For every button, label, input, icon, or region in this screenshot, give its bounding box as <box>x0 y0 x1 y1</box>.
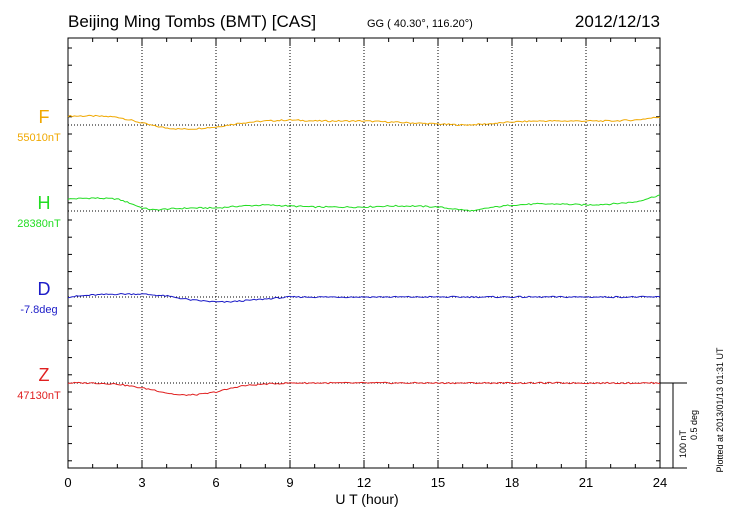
x-tick-label: 24 <box>653 475 667 490</box>
baseline-value-d: -7.8deg <box>20 304 57 316</box>
date-label: 2012/12/13 <box>575 12 660 31</box>
series-trace-d <box>67 292 661 303</box>
baseline-value-z: 47130nT <box>17 390 61 402</box>
component-letter-z: Z <box>39 365 50 385</box>
x-tick-labels: 0 3 6 9 12 15 18 21 24 <box>64 475 667 490</box>
x-tick-label: 12 <box>357 475 371 490</box>
x-tick-label: 3 <box>138 475 145 490</box>
baseline-value-h: 28380nT <box>17 218 61 230</box>
component-letter-f: F <box>39 107 50 127</box>
series-layer <box>67 114 661 397</box>
x-tick-label: 0 <box>64 475 71 490</box>
axis-ticks <box>67 38 661 468</box>
grid-layer <box>141 38 587 468</box>
x-axis-label: U T (hour) <box>335 491 398 507</box>
series-trace-f <box>67 114 661 130</box>
plot-frame <box>67 37 661 469</box>
station-title: Beijing Ming Tombs (BMT) [CAS] <box>68 12 316 31</box>
component-letter-h: H <box>38 193 51 213</box>
scale-bar: 100 nT 0.5 deg <box>660 382 699 469</box>
scale-label-nt: 100 nT <box>678 429 688 458</box>
x-tick-label: 15 <box>431 475 445 490</box>
x-tick-label: 6 <box>212 475 219 490</box>
x-tick-label: 9 <box>286 475 293 490</box>
coordinates-label: GG ( 40.30°, 116.20°) <box>367 18 473 30</box>
x-tick-label: 18 <box>505 475 519 490</box>
x-tick-label: 21 <box>579 475 593 490</box>
component-labels: F 55010nT H 28380nT D -7.8deg Z 47130nT <box>17 107 61 402</box>
series-trace-z <box>67 381 661 397</box>
series-trace-h <box>67 194 661 212</box>
baseline-value-f: 55010nT <box>17 132 61 144</box>
component-letter-d: D <box>38 279 51 299</box>
scale-label-deg: 0.5 deg <box>689 410 699 440</box>
plotted-note: Plotted at 2013/01/13 01:31 UT <box>715 347 725 473</box>
